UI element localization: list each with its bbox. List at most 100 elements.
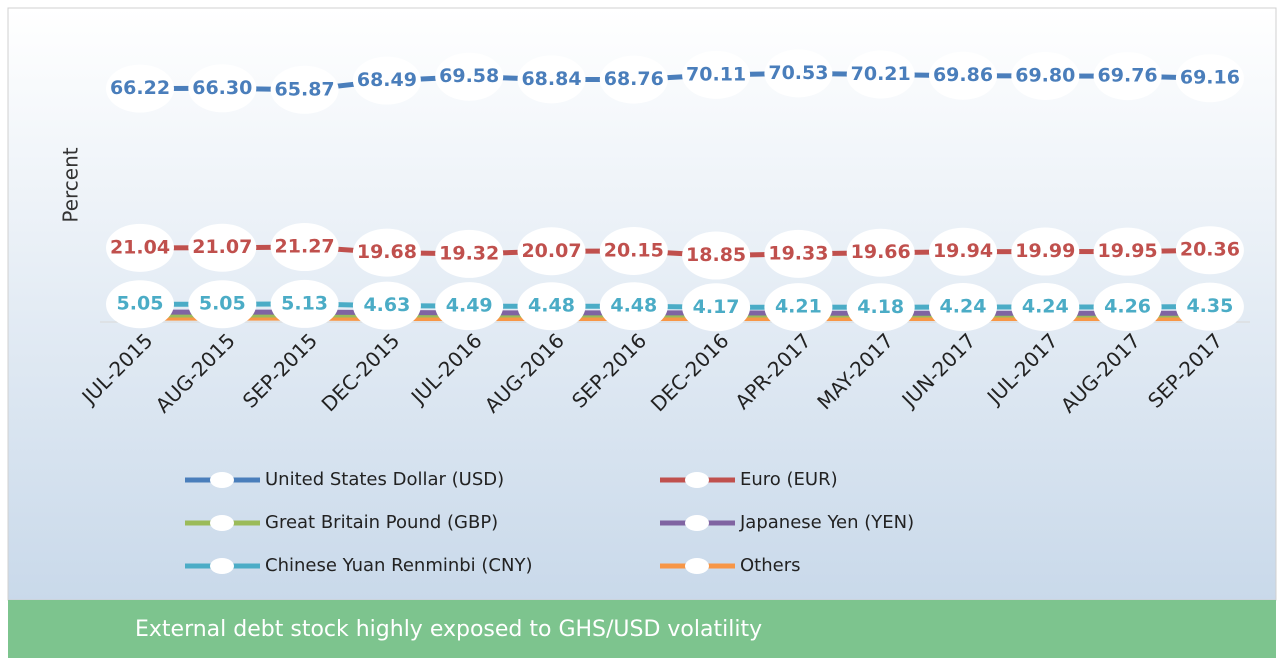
- point-marker: [435, 282, 504, 331]
- legend-marker: [685, 558, 709, 574]
- point-marker: [682, 50, 751, 99]
- legend-label: Great Britain Pound (GBP): [265, 512, 498, 533]
- data-label: 70.21: [851, 63, 911, 85]
- point-marker: [764, 229, 833, 278]
- data-label: 5.05: [117, 293, 164, 315]
- data-label: 4.63: [363, 294, 410, 316]
- data-label: 69.76: [1098, 65, 1158, 87]
- legend-marker: [685, 472, 709, 488]
- legend-label: Others: [740, 555, 801, 576]
- footer-text: External debt stock highly exposed to GH…: [135, 617, 762, 642]
- legend-label: Euro (EUR): [740, 469, 838, 490]
- data-label: 4.17: [693, 296, 740, 318]
- point-marker: [764, 49, 833, 98]
- data-label: 66.30: [192, 77, 252, 99]
- data-label: 4.21: [775, 296, 822, 318]
- point-marker: [1011, 227, 1080, 276]
- legend-marker: [210, 515, 234, 531]
- point-marker: [106, 64, 174, 113]
- data-label: 5.05: [199, 293, 246, 315]
- point-marker: [929, 51, 997, 100]
- point-marker: [352, 281, 421, 330]
- data-label: 65.87: [275, 78, 335, 100]
- data-label: 68.84: [521, 68, 581, 90]
- point-marker: [846, 50, 915, 99]
- data-label: 4.48: [528, 295, 575, 317]
- data-label: 21.04: [110, 236, 170, 258]
- data-label: 68.76: [604, 68, 664, 90]
- point-marker: [270, 223, 339, 272]
- legend-marker: [210, 558, 234, 574]
- point-marker: [352, 228, 421, 277]
- data-label: 20.36: [1180, 239, 1240, 261]
- data-label: 19.95: [1098, 240, 1158, 262]
- point-marker: [1175, 54, 1244, 103]
- data-label: 20.07: [521, 240, 581, 262]
- data-label: 19.33: [768, 242, 828, 264]
- data-label: 21.27: [275, 236, 335, 258]
- legend-label: Japanese Yen (YEN): [739, 512, 914, 533]
- data-label: 69.16: [1180, 67, 1240, 89]
- point-marker: [682, 231, 751, 280]
- data-label: 19.68: [357, 241, 417, 263]
- data-label: 4.48: [610, 295, 657, 317]
- legend-marker: [210, 472, 234, 488]
- point-marker: [1011, 51, 1080, 100]
- point-marker: [1011, 283, 1080, 332]
- data-label: 20.15: [604, 239, 664, 261]
- y-axis-label: Percent: [59, 147, 83, 222]
- data-label: 19.94: [933, 240, 993, 262]
- point-marker: [929, 227, 997, 276]
- data-label: 4.49: [446, 295, 493, 317]
- point-marker: [517, 282, 586, 331]
- point-marker: [352, 56, 421, 105]
- data-label: 4.26: [1104, 295, 1151, 317]
- data-label: 66.22: [110, 77, 170, 99]
- data-label: 69.80: [1015, 64, 1075, 86]
- data-label: 68.49: [357, 69, 417, 91]
- point-marker: [599, 226, 668, 275]
- footer-band: [8, 600, 1276, 658]
- data-label: 5.13: [281, 292, 328, 314]
- data-label: 4.24: [1022, 296, 1069, 318]
- point-marker: [188, 223, 257, 272]
- point-marker: [270, 65, 339, 114]
- legend-marker: [685, 515, 709, 531]
- data-label: 19.32: [439, 242, 499, 264]
- point-marker: [599, 282, 668, 331]
- point-marker: [517, 55, 586, 104]
- point-marker: [1093, 52, 1162, 101]
- point-marker: [682, 283, 751, 332]
- data-label: 70.11: [686, 63, 746, 85]
- point-marker: [188, 280, 257, 329]
- point-marker: [270, 279, 339, 328]
- data-label: 69.86: [933, 64, 993, 86]
- point-marker: [599, 55, 668, 104]
- point-marker: [764, 283, 833, 332]
- point-marker: [1175, 226, 1244, 275]
- data-label: 21.07: [192, 236, 252, 258]
- data-label: 4.35: [1186, 295, 1233, 317]
- point-marker: [846, 283, 915, 332]
- point-marker: [846, 228, 915, 277]
- point-marker: [188, 64, 257, 113]
- point-marker: [106, 280, 174, 329]
- data-label: 19.66: [851, 241, 911, 263]
- point-marker: [435, 229, 504, 278]
- data-label: 4.24: [940, 296, 987, 318]
- point-marker: [1093, 227, 1162, 276]
- data-label: 69.58: [439, 65, 499, 87]
- data-label: 18.85: [686, 244, 746, 266]
- data-label: 4.18: [857, 296, 904, 318]
- point-marker: [106, 223, 174, 272]
- data-label: 19.99: [1015, 240, 1075, 262]
- point-marker: [517, 227, 586, 276]
- legend-label: Chinese Yuan Renminbi (CNY): [265, 555, 532, 576]
- point-marker: [435, 52, 504, 101]
- data-label: 70.53: [768, 62, 828, 84]
- point-marker: [929, 283, 997, 332]
- point-marker: [1093, 282, 1162, 331]
- legend-label: United States Dollar (USD): [265, 469, 504, 490]
- point-marker: [1175, 282, 1244, 331]
